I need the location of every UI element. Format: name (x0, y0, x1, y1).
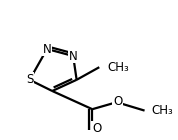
Text: O: O (113, 95, 122, 108)
Text: N: N (69, 50, 78, 62)
Text: O: O (92, 122, 101, 135)
Text: CH₃: CH₃ (107, 61, 129, 74)
Text: S: S (26, 73, 33, 86)
Text: N: N (43, 43, 51, 55)
Text: CH₃: CH₃ (151, 104, 173, 117)
